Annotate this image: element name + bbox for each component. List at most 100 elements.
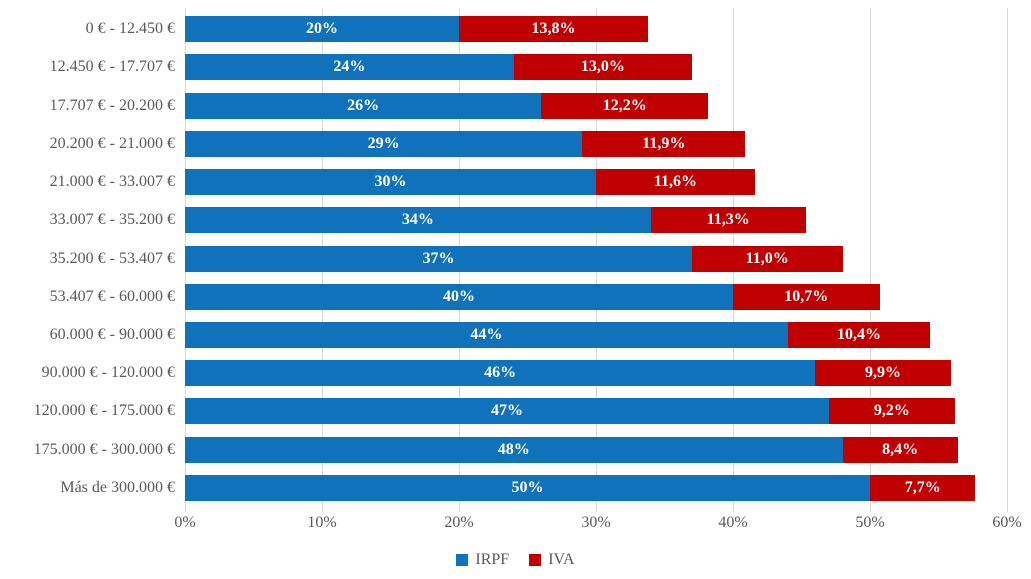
bar-row: Más de 300.000 € 50% 7,7% [0,469,1007,507]
bar-track: 44% 10,4% [185,321,1007,348]
bar-track: 20% 13,8% [185,16,1007,43]
bar-value-label: 9,2% [873,402,910,420]
bar-track: 47% 9,2% [185,398,1007,425]
bar-segment-iva: 7,7% [870,474,976,501]
bar-segment-irpf: 44% [185,321,788,348]
bar-value-label: 46% [484,364,517,382]
legend-swatch-irpf [456,554,469,566]
bar-value-label: 44% [470,325,503,343]
bar-row: 0 € - 12.450 € 20% 13,8% [0,10,1007,48]
legend-label-irpf: IRPF [475,551,510,568]
bar-value-label: 24% [333,58,366,76]
bar-track: 29% 11,9% [185,130,1007,157]
x-tick-label: 60% [992,514,1022,531]
bar-row: 60.000 € - 90.000 € 44% 10,4% [0,316,1007,354]
bar-track: 46% 9,9% [185,360,1007,387]
bar-value-label: 11,6% [653,173,698,191]
category-label: Más de 300.000 € [60,478,175,496]
bar-value-label: 13,8% [531,20,576,38]
bar-segment-iva: 9,2% [828,398,955,425]
bar-segment-iva: 13,8% [458,16,649,43]
bar-value-label: 7,7% [904,478,941,496]
bar-segment-irpf: 30% [185,169,596,196]
bar-segment-irpf: 20% [185,16,459,43]
category-label: 12.450 € - 17.707 € [49,58,175,76]
legend: IRPF IVA [0,551,1031,569]
bar-row: 17.707 € - 20.200 € 26% 12,2% [0,86,1007,124]
bar-segment-iva: 8,4% [842,436,958,463]
bar-value-label: 13,0% [580,58,625,76]
category-label: 35.200 € - 53.407 € [49,249,175,267]
bar-track: 34% 11,3% [185,207,1007,234]
bar-value-label: 26% [347,96,380,114]
bar-segment-irpf: 50% [185,474,870,501]
category-label: 90.000 € - 120.000 € [41,364,175,382]
category-label: 53.407 € - 60.000 € [49,287,175,305]
bar-segment-irpf: 26% [185,92,542,119]
bar-track: 26% 12,2% [185,92,1007,119]
bar-row: 120.000 € - 175.000 € 47% 9,2% [0,392,1007,430]
category-label: 60.000 € - 90.000 € [49,325,175,343]
bar-row: 20.200 € - 21.000 € 29% 11,9% [0,125,1007,163]
x-tick-label: 30% [581,514,611,531]
bar-value-label: 47% [490,402,523,420]
bar-segment-iva: 11,6% [596,169,755,196]
bar-track: 40% 10,7% [185,283,1007,310]
x-tick-label: 40% [718,514,748,531]
bar-value-label: 50% [511,478,544,496]
bar-value-label: 10,4% [837,325,882,343]
category-label: 175.000 € - 300.000 € [33,440,175,458]
bar-value-label: 30% [374,173,407,191]
bar-row: 90.000 € - 120.000 € 46% 9,9% [0,354,1007,392]
bar-segment-irpf: 34% [185,207,651,234]
x-tick-label: 20% [444,514,474,531]
category-label: 17.707 € - 20.200 € [49,96,175,114]
legend-item-iva: IVA [529,551,575,569]
gridline [1007,8,1008,512]
bar-segment-iva: 13,0% [513,54,692,81]
bar-row: 33.007 € - 35.200 € 34% 11,3% [0,201,1007,239]
bar-segment-irpf: 48% [185,436,843,463]
bar-value-label: 48% [497,440,530,458]
bar-segment-iva: 9,9% [815,360,951,387]
category-label: 21.000 € - 33.007 € [49,173,175,191]
bar-value-label: 20% [305,20,338,38]
bar-value-label: 40% [442,287,475,305]
bar-track: 30% 11,6% [185,169,1007,196]
bar-value-label: 10,7% [784,287,829,305]
bar-row: 35.200 € - 53.407 € 37% 11,0% [0,239,1007,277]
bar-segment-iva: 10,7% [732,283,880,310]
bar-segment-iva: 11,3% [650,207,806,234]
category-label: 20.200 € - 21.000 € [49,134,175,152]
legend-swatch-iva [529,554,542,566]
bar-row: 21.000 € - 33.007 € 30% 11,6% [0,163,1007,201]
bar-row: 53.407 € - 60.000 € 40% 10,7% [0,278,1007,316]
bar-track: 24% 13,0% [185,54,1007,81]
bar-segment-iva: 12,2% [541,92,709,119]
bar-value-label: 11,0% [745,249,789,267]
bar-row: 12.450 € - 17.707 € 24% 13,0% [0,48,1007,86]
bar-track: 37% 11,0% [185,245,1007,272]
bar-segment-irpf: 40% [185,283,733,310]
legend-label-iva: IVA [548,551,575,568]
bar-value-label: 37% [422,249,455,267]
gridline [870,8,871,512]
bar-value-label: 9,9% [865,364,901,382]
bar-segment-irpf: 29% [185,130,583,157]
x-tick-label: 10% [307,514,337,531]
bar-segment-irpf: 24% [185,54,514,81]
category-label: 0 € - 12.450 € [85,20,175,38]
bar-segment-irpf: 46% [185,360,816,387]
bar-row: 175.000 € - 300.000 € 48% 8,4% [0,431,1007,469]
category-label: 33.007 € - 35.200 € [49,211,175,229]
bar-value-label: 29% [367,134,400,152]
bar-value-label: 11,3% [706,211,750,229]
x-axis-labels: 0% 10% 20% 30% 40% 50% 60% [174,514,1021,536]
bar-segment-iva: 11,0% [691,245,843,272]
legend-item-irpf: IRPF [456,551,509,569]
bar-track: 48% 8,4% [185,436,1007,463]
bar-value-label: 8,4% [882,440,919,458]
bar-value-label: 12,2% [602,96,647,114]
bar-segment-irpf: 37% [185,245,692,272]
